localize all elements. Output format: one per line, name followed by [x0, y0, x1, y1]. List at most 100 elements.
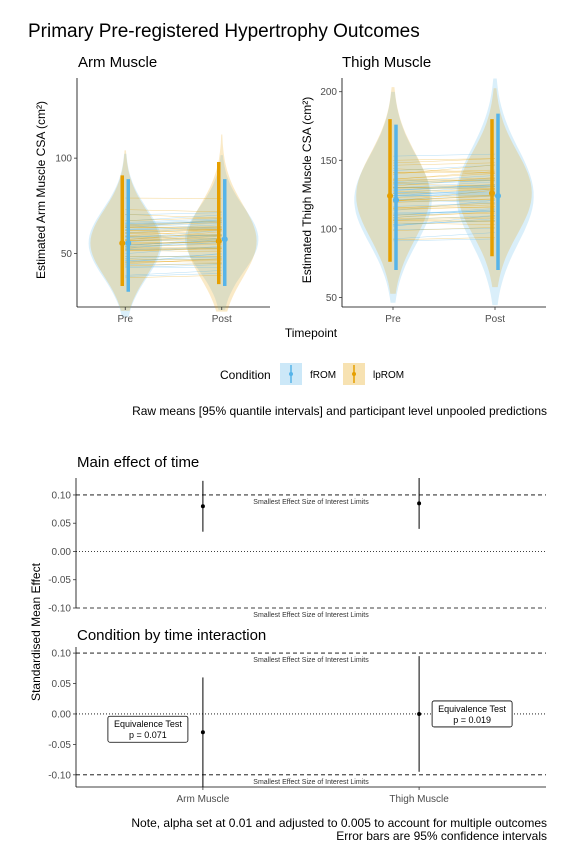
arm-participant-line: [125, 212, 222, 216]
arm-participant-line: [125, 242, 222, 249]
interaction-equivalence-box: [431, 700, 513, 728]
arm-participant-line: [125, 241, 222, 244]
interaction-y-tick-label: 0.00: [52, 709, 72, 720]
arm-muscle-plot: 50 100 Pre Post: [55, 78, 270, 325]
arm-panel-title: Arm Muscle: [78, 54, 157, 71]
arm-participant-line: [125, 234, 222, 240]
thigh-participant-line: [392, 172, 496, 174]
arm-participant-line: [125, 256, 222, 258]
arm-participant-line: [125, 228, 222, 231]
main-effect-point: [417, 501, 422, 506]
arm-mean-from-pre: [125, 240, 132, 247]
thigh-participant-line: [392, 215, 496, 227]
arm-participant-line: [125, 247, 222, 252]
arm-participant-line: [125, 228, 222, 234]
interaction-point: [417, 711, 422, 716]
thigh-mean-lprom-post: [489, 190, 495, 197]
interaction-equivalence-p: p = 0.019: [453, 715, 491, 725]
bottom-caption-line2: Error bars are 95% confidence intervals: [336, 829, 547, 843]
arm-participant-line: [125, 234, 222, 238]
thigh-participant-line: [392, 171, 496, 180]
arm-participant-line: [125, 234, 222, 237]
arm-participant-line: [125, 226, 222, 229]
arm-participant-line: [125, 270, 222, 276]
arm-participant-line: [125, 253, 222, 263]
thigh-participant-line: [392, 169, 496, 174]
thigh-participant-line: [392, 222, 496, 225]
thigh-y-axis-label: Estimated Thigh Muscle CSA (cm²): [300, 97, 314, 284]
thigh-participant-line: [392, 195, 496, 201]
thigh-participant-line: [392, 202, 496, 209]
arm-participant-line: [125, 237, 222, 247]
thigh-participant-line: [392, 237, 496, 241]
arm-participant-line: [125, 229, 222, 231]
thigh-participant-line: [392, 184, 496, 189]
thigh-y-tick-label: 50: [326, 293, 338, 304]
thigh-participant-line: [392, 209, 496, 218]
thigh-participant-line: [392, 181, 496, 189]
thigh-x-tick-label: Post: [485, 314, 505, 325]
main-effect-y-tick-label: 0.10: [52, 490, 72, 501]
arm-participant-line: [125, 220, 222, 227]
thigh-muscle-plot: 50 100 150 200 Pre Post: [320, 78, 546, 325]
arm-participant-line: [125, 264, 222, 268]
arm-participant-line: [125, 219, 222, 224]
arm-participant-line: [125, 218, 222, 223]
arm-participant-line: [125, 214, 222, 222]
arm-participant-line: [125, 261, 222, 263]
arm-participant-line: [125, 256, 222, 258]
thigh-participant-line: [392, 173, 496, 180]
thigh-participant-line: [392, 177, 496, 187]
arm-participant-line: [125, 235, 222, 240]
thigh-participant-line: [392, 217, 496, 221]
bottom-y-axis-label: Standardised Mean Effect: [29, 562, 43, 701]
arm-participant-line: [125, 263, 222, 265]
thigh-participant-line: [392, 180, 496, 186]
thigh-participant-line: [392, 164, 496, 175]
thigh-violin-from-post: [456, 78, 534, 306]
interaction-title: Condition by time interaction: [77, 627, 266, 644]
thigh-y-tick-label: 200: [320, 87, 337, 98]
thigh-participant-line: [392, 198, 496, 204]
thigh-participant-line: [392, 238, 496, 242]
thigh-participant-line: [392, 195, 496, 198]
arm-participant-line: [125, 227, 222, 234]
thigh-participant-line: [392, 227, 496, 231]
arm-violin-lprom-post: [186, 134, 257, 312]
arm-participant-line: [125, 242, 222, 247]
thigh-y-tick-label: 150: [320, 156, 337, 167]
thigh-mean-lprom-pre: [387, 192, 393, 199]
arm-participant-line: [125, 258, 222, 265]
thigh-participant-line: [392, 188, 496, 195]
legend: Condition fROM lpROM: [220, 363, 404, 385]
arm-participant-line: [125, 237, 222, 241]
bottom-caption-line1: Note, alpha set at 0.01 and adjusted to …: [131, 816, 547, 830]
thigh-participant-line: [392, 209, 496, 216]
thigh-participant-line: [392, 199, 496, 203]
arm-participant-line: [125, 236, 222, 241]
interaction-y-tick-label: -0.10: [48, 770, 71, 781]
thigh-participant-line: [392, 210, 496, 214]
main-title: Primary Pre-registered Hypertrophy Outco…: [28, 21, 420, 42]
arm-participant-line: [125, 226, 222, 231]
thigh-participant-line: [392, 211, 496, 218]
thigh-participant-line: [392, 188, 496, 192]
arm-participant-line: [125, 254, 222, 259]
arm-participant-line: [125, 217, 222, 221]
arm-participant-line: [125, 244, 222, 247]
arm-participant-line: [125, 226, 222, 230]
arm-mean-lprom-pre: [119, 240, 126, 247]
thigh-participant-line: [392, 202, 496, 207]
thigh-participant-line: [392, 232, 496, 240]
thigh-participant-line: [392, 204, 496, 209]
thigh-violin-lprom-pre: [356, 87, 430, 294]
thigh-participant-line: [392, 206, 496, 210]
thigh-participant-line: [392, 194, 496, 196]
thigh-participant-line: [392, 220, 496, 222]
arm-participant-line: [125, 229, 222, 233]
arm-mean-from-post: [221, 236, 228, 243]
interaction-point: [200, 730, 205, 735]
thigh-participant-line: [392, 179, 496, 183]
thigh-participant-line: [392, 220, 496, 225]
arm-violin-from-post: [185, 155, 259, 311]
